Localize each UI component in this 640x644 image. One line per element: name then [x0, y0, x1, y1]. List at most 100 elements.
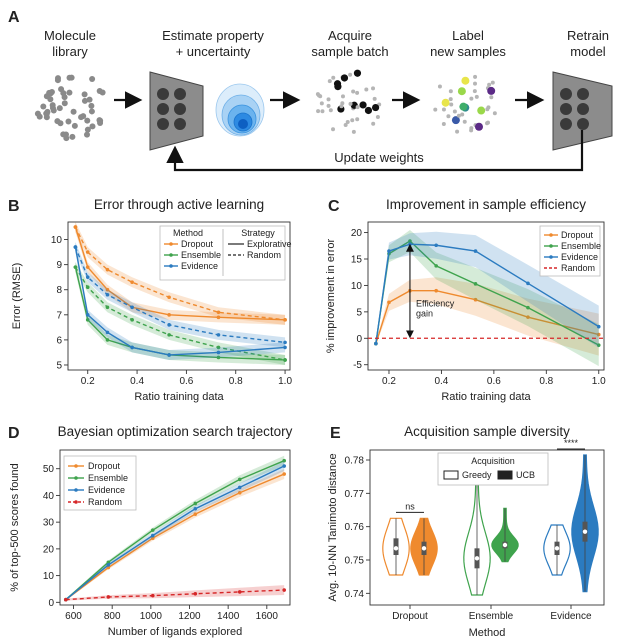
- molecule-dot: [83, 131, 90, 138]
- data-point: [106, 560, 111, 565]
- molecule-dot: [86, 96, 93, 103]
- legend-entry: UCB: [516, 470, 535, 480]
- labeled-dot: [486, 105, 491, 110]
- data-point: [105, 305, 110, 310]
- legend-marker: [169, 253, 173, 257]
- legend-marker: [549, 233, 553, 237]
- y-tick-label: 6: [56, 335, 62, 346]
- labeled-dot: [449, 102, 454, 107]
- molecule-dot: [88, 102, 95, 109]
- sample-dot: [355, 90, 360, 95]
- step-3-line-1: Acquire: [328, 28, 372, 43]
- y-tick-label: 0.78: [345, 456, 365, 467]
- labeled-dot: [459, 102, 468, 111]
- y-tick-label: 9: [56, 260, 62, 271]
- molecule-dot: [54, 75, 61, 82]
- feedback-arrow-icon: [166, 130, 584, 172]
- sample-dot: [371, 103, 380, 112]
- x-tick-label: Ensemble: [469, 611, 514, 622]
- data-point: [73, 245, 78, 249]
- labeled-samples-dots: [433, 74, 497, 134]
- sample-dot: [351, 129, 356, 134]
- y-tick-label: -5: [353, 360, 362, 371]
- legend-entry: Evidence: [88, 485, 125, 495]
- x-tick-label: 0.2: [81, 376, 95, 387]
- series-band: [75, 222, 286, 325]
- violin-median: [502, 542, 508, 548]
- labeled-dot: [469, 126, 474, 131]
- sample-dot: [320, 109, 325, 114]
- labeled-dot: [469, 96, 474, 101]
- data-point: [434, 288, 438, 293]
- network-node-icon: [577, 118, 589, 130]
- y-tick-label: 0.74: [345, 589, 365, 600]
- series-band: [375, 230, 599, 367]
- sample-dot: [348, 72, 353, 77]
- step-2-line-2: + uncertainty: [176, 44, 251, 59]
- legend-marker: [169, 264, 173, 268]
- step-2-line-1: Estimate property: [162, 28, 264, 43]
- data-point: [85, 250, 90, 254]
- data-point: [283, 318, 287, 322]
- y-axis-label: Avg. 10-NN Tanimoto distance: [327, 453, 339, 601]
- y-tick-label: 5: [56, 360, 62, 371]
- y-tick-label: 20: [351, 228, 363, 239]
- significance-label: ****: [564, 438, 579, 448]
- sample-dot: [326, 97, 331, 102]
- data-point: [105, 287, 110, 292]
- y-tick-label: 0.76: [345, 522, 365, 533]
- data-point: [596, 332, 601, 337]
- data-point: [237, 477, 242, 482]
- molecule-dot: [66, 74, 73, 81]
- legend-entry: Ensemble: [88, 473, 128, 483]
- data-point: [526, 305, 530, 310]
- data-point: [473, 282, 478, 286]
- legend-swatch: [443, 470, 459, 480]
- molecule-dot: [44, 108, 51, 115]
- x-axis-label: Ratio training data: [441, 391, 531, 403]
- x-tick-label: 0.8: [539, 376, 553, 387]
- sample-dot: [340, 74, 349, 82]
- series-band: [375, 277, 599, 356]
- labeled-dot: [487, 82, 492, 87]
- data-point: [526, 315, 530, 319]
- data-point: [282, 472, 287, 476]
- series-band: [75, 222, 286, 325]
- feedback-label: Update weights: [334, 150, 424, 165]
- data-point: [130, 345, 134, 350]
- panel-label: E: [330, 425, 341, 442]
- x-tick-label: 0.4: [130, 376, 144, 387]
- legend-entry: Explorative: [247, 239, 292, 249]
- legend-entry: Evidence: [561, 252, 598, 262]
- legend-title: Method: [173, 228, 203, 238]
- y-tick-label: 50: [43, 464, 55, 475]
- x-tick-label: 0.6: [179, 376, 193, 387]
- data-point: [374, 341, 378, 346]
- data-point: [150, 533, 155, 538]
- chart-title: Bayesian optimization search trajectory: [58, 424, 293, 439]
- sample-dot: [364, 87, 369, 92]
- labeled-dot: [441, 107, 446, 112]
- labeled-dot: [455, 129, 460, 134]
- chart-title: Error through active learning: [94, 197, 264, 212]
- retrained-model-icon: [552, 71, 613, 151]
- data-point: [106, 563, 111, 567]
- y-tick-label: 0: [356, 334, 362, 345]
- data-point: [237, 590, 242, 594]
- labeled-dot: [462, 119, 467, 124]
- data-point: [73, 225, 78, 229]
- x-tick-label: 0.2: [382, 376, 396, 387]
- plot-frame: [67, 221, 291, 371]
- series-band: [75, 242, 286, 360]
- x-tick-label: 1.0: [278, 376, 292, 387]
- data-point: [130, 280, 134, 285]
- data-point: [282, 464, 287, 468]
- labeled-dot: [487, 86, 496, 95]
- sample-dot: [339, 104, 344, 109]
- molecule-dot: [97, 120, 104, 127]
- data-point: [526, 281, 530, 286]
- labeled-dot: [456, 113, 461, 118]
- data-point: [85, 265, 90, 269]
- data-point: [216, 310, 221, 315]
- y-tick-label: 40: [43, 491, 55, 502]
